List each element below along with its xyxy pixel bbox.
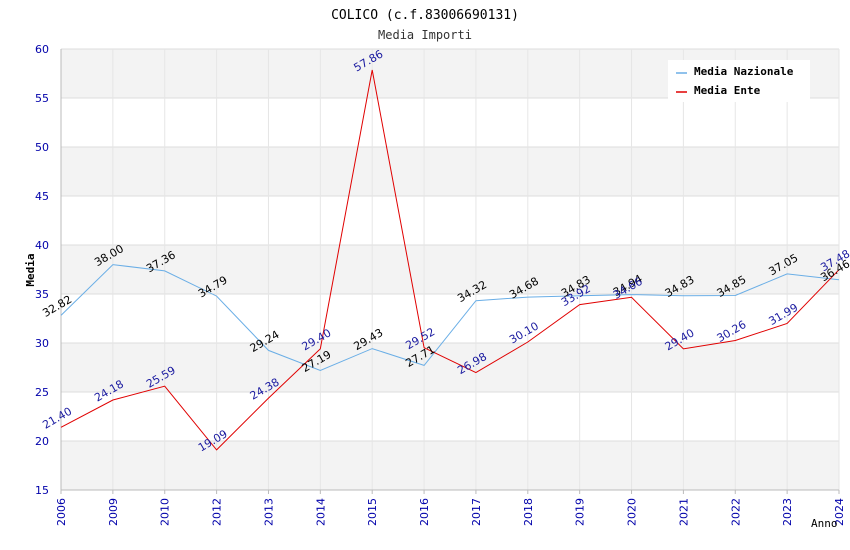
x-tick-label: 2024 <box>833 498 846 526</box>
data-label: 31.99 <box>766 301 800 328</box>
x-tick-label: 2017 <box>470 498 483 526</box>
legend-label-ente: Media Ente <box>694 84 761 97</box>
x-tick-label: 2018 <box>522 498 535 526</box>
x-tick-label: 2019 <box>574 498 587 526</box>
x-tick-label: 2016 <box>418 498 431 526</box>
y-tick-label: 20 <box>35 435 49 448</box>
chart-title: COLICO (c.f.83006690131) <box>331 8 519 23</box>
x-tick-label: 2022 <box>729 498 742 526</box>
y-axis-label: Media <box>24 253 37 286</box>
x-tick-label: 2023 <box>781 498 794 526</box>
y-tick-labels: 15 20 25 30 35 40 45 50 55 60 <box>35 43 49 497</box>
legend-box <box>668 60 810 102</box>
background-bands <box>61 49 839 490</box>
x-tick-label: 2010 <box>159 498 172 526</box>
x-tick-label: 2006 <box>55 498 68 526</box>
y-tick-label: 40 <box>35 239 49 252</box>
legend-label-nazionale: Media Nazionale <box>694 65 794 78</box>
series-line-nazionale <box>60 264 840 372</box>
x-tick-label: 2014 <box>314 498 327 526</box>
series-line-ente <box>60 69 840 451</box>
x-tick-label: 2012 <box>211 498 224 526</box>
x-tick-label: 2020 <box>626 498 639 526</box>
y-tick-label: 45 <box>35 190 49 203</box>
x-tick-labels: 2006 2009 2010 2012 2013 2014 2015 2016 2017 2018… <box>55 498 846 526</box>
background-band <box>61 245 839 294</box>
y-tick-label: 30 <box>35 337 49 350</box>
y-tick-label: 60 <box>35 43 49 56</box>
gridlines <box>60 48 840 494</box>
data-label: 21.40 <box>40 405 74 432</box>
background-band <box>61 441 839 490</box>
y-tick-label: 25 <box>35 386 49 399</box>
background-band <box>61 147 839 196</box>
x-axis-label: Anno <box>811 517 838 530</box>
x-tick-label: 2013 <box>262 498 275 526</box>
x-tick-label: 2015 <box>366 498 379 526</box>
legend: Media Nazionale Media Ente <box>668 60 810 102</box>
y-tick-label: 50 <box>35 141 49 154</box>
x-tick-label: 2009 <box>107 498 120 526</box>
series-lines <box>60 69 840 451</box>
y-tick-label: 55 <box>35 92 49 105</box>
y-tick-label: 15 <box>35 484 49 497</box>
chart-subtitle: Media Importi <box>378 28 472 42</box>
background-band <box>61 343 839 392</box>
data-label: 30.10 <box>507 319 541 346</box>
y-tick-label: 35 <box>35 288 49 301</box>
x-tick-label: 2021 <box>677 498 690 526</box>
